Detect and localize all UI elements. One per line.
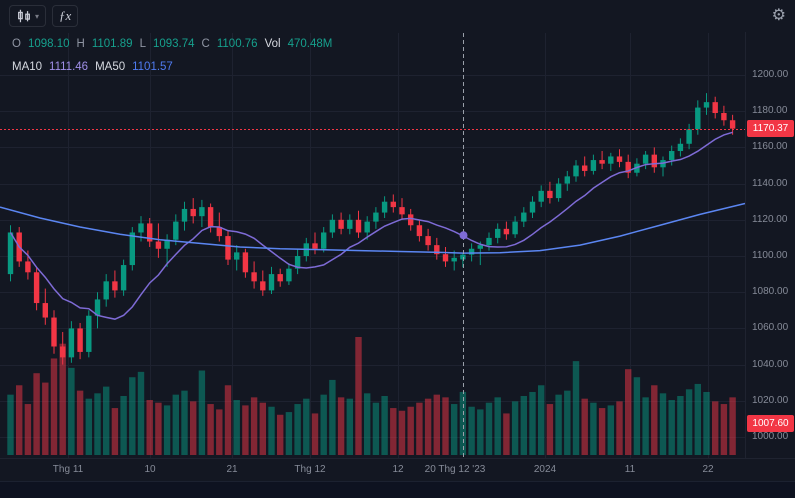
ohlc-legend-row: O 1098.10 H 1101.89 L 1093.74 C 1100.76 …: [12, 38, 333, 51]
legend-close-label: C: [201, 38, 210, 50]
price-axis[interactable]: [745, 32, 795, 458]
legend-ma10-label: MA10: [12, 60, 43, 73]
legend-ma10-value: 1111.46: [49, 60, 89, 73]
legend-open-label: O: [12, 38, 21, 50]
bottom-bar: [0, 481, 795, 498]
legend-ma50-value: 1101.57: [132, 60, 173, 73]
legend-low-label: L: [139, 38, 146, 50]
top-toolbar: ▾ ƒx ⚙: [0, 0, 795, 32]
toolbar-left-group: ▾ ƒx: [9, 5, 79, 27]
chart-canvas[interactable]: [0, 32, 746, 458]
legend-volume-label: Vol: [264, 38, 281, 50]
ma50-line: [0, 202, 746, 254]
legend-high-label: H: [76, 38, 85, 50]
chart-legend: O 1098.10 H 1101.89 L 1093.74 C 1100.76 …: [12, 38, 333, 84]
legend-high-value: 1101.89: [91, 38, 133, 50]
legend-low-value: 1093.74: [152, 38, 195, 50]
crosshair: [459, 33, 468, 458]
legend-volume-value: 470.48M: [287, 38, 333, 50]
time-axis[interactable]: [0, 458, 795, 483]
legend-ma50-label: MA50: [95, 60, 126, 73]
volume-bars: [7, 337, 736, 455]
indicators-button[interactable]: ƒx: [52, 5, 79, 27]
settings-button[interactable]: ⚙: [772, 8, 786, 24]
legend-close-value: 1100.76: [216, 38, 258, 50]
chart-type-button[interactable]: ▾: [9, 5, 47, 27]
ma10-line: [9, 131, 733, 320]
legend-open-value: 1098.10: [27, 38, 70, 50]
fx-icon: ƒx: [59, 8, 72, 23]
ma-legend-row: MA10 1111.46 MA50 1101.57: [12, 60, 332, 74]
chevron-down-icon: ▾: [35, 11, 40, 21]
gear-icon: ⚙: [771, 7, 786, 24]
candlestick-icon: [18, 9, 30, 23]
